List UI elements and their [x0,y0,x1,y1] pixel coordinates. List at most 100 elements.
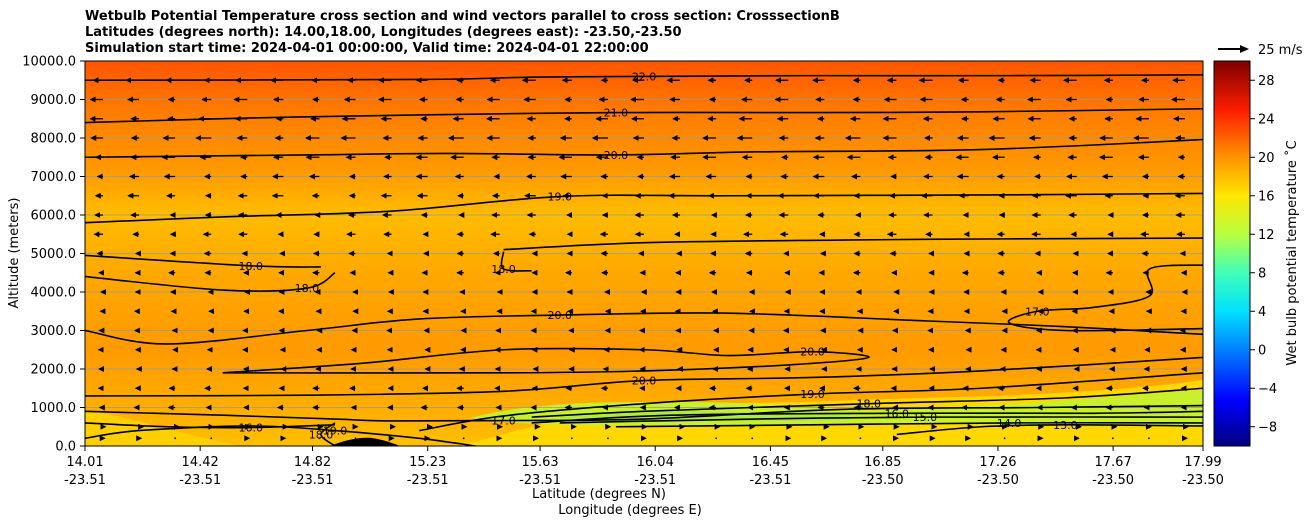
colorbar-tick-label: −4 [1258,382,1277,397]
contour-label: 18.0 [856,398,881,411]
quiver-key-label: 25 m/s [1258,43,1303,58]
contour-line [85,138,1203,159]
x-tick-label-lon: -23.51 [519,473,561,488]
y-tick-label: 0.0 [55,440,76,455]
terrain [330,437,400,446]
x-axis-label: Latitude (degrees N) [532,487,666,502]
wind-vector [174,437,177,440]
colorbar-tick-label: 0 [1258,343,1266,358]
contour-label: 13.0 [1053,419,1078,432]
quiver-key: 25 m/s [1218,43,1303,58]
chart-title: Wetbulb Potential Temperature cross sect… [85,9,840,57]
x-tick-label-lat: 16.04 [637,455,674,470]
x-tick-label-lat: 17.67 [1095,455,1132,470]
colorbar-tick-label: 24 [1258,112,1275,127]
y-tick-label: 9000.0 [31,93,77,108]
contour-line [531,410,1203,424]
contour-line [85,254,321,268]
x-tick-label-lon: -23.50 [1092,473,1134,488]
contour-label: 18.0 [309,428,334,441]
contour-label: 20.0 [604,149,629,162]
colorbar: −8 −4 0 4 8 12 16 20 24 28 Wet bulb potential tem… [1213,60,1300,447]
wind-vector [354,437,357,440]
colorbar-tick-label: 12 [1258,228,1275,243]
contour-label: 14.0 [997,417,1022,430]
x-tick-label-lon: -23.51 [179,473,221,488]
wind-vector [751,437,754,440]
x-axis-label-longitude: Longitude (degrees E) [558,503,702,518]
wind-vectors [89,77,1190,442]
y-tick-label: 1000.0 [31,401,77,416]
contour-label: 20.0 [632,375,657,388]
y-tick-label: 3000.0 [31,324,77,339]
contour-label: 20.0 [800,346,825,359]
wind-vector [859,437,862,440]
contour-line [85,272,336,292]
contour-line [85,107,1203,124]
wind-vector [318,437,321,440]
title-line-1: Wetbulb Potential Temperature cross sect… [85,9,840,24]
contour-label: 19.0 [323,425,348,438]
y-tick-label: 7000.0 [31,170,77,185]
colorbar-label: Wet bulb potential temperature ˚C [1284,140,1300,365]
x-axis: 14.01 -23.51 14.42 -23.51 14.82 -23.51 15.23 -2… [64,446,1224,488]
x-tick-label-lat: 17.26 [979,455,1016,470]
x-tick-label-lon: -23.51 [634,473,676,488]
x-tick-label-lon: -23.50 [1182,473,1224,488]
contour-label: 17.0 [491,415,516,428]
colorbar-ticks: −8 −4 0 4 8 12 16 20 24 28 [1250,74,1277,435]
x-tick-label-lon: -23.50 [862,473,904,488]
y-tick-label: 5000.0 [31,247,77,262]
contour-line [531,387,1203,418]
contour-line [559,416,1203,424]
wind-vector [1148,437,1150,440]
contour-label: 19.0 [547,191,572,204]
contour-line [85,356,1203,397]
contour-line [85,192,1203,224]
contour-label: 15.0 [913,411,938,424]
x-tick-label-lat: 16.85 [864,455,901,470]
colorbar-bar [1213,60,1251,447]
contour-label: 20.0 [547,309,572,322]
x-tick-label-lat: 15.63 [521,455,558,470]
contour-label: 18.0 [238,260,263,273]
contour-line [615,421,1203,428]
wind-vector [607,437,609,440]
contour-line [85,312,1203,345]
x-tick-label-lat: 16.45 [752,455,789,470]
x-tick-label-lat: 17.99 [1184,455,1221,470]
y-axis-label: Altitude (meters) [7,198,22,309]
x-tick-label-lat: 15.23 [409,455,446,470]
y-axis: 0.0 1000.0 2000.0 3000.0 4000.0 5000.0 6000.0 7… [22,55,85,455]
colorbar-tick-label: −8 [1258,420,1277,435]
y-tick-label: 10000.0 [22,55,76,70]
contour-label: 17.0 [1025,305,1050,318]
wind-vector [462,437,465,440]
contour-line [419,372,1203,432]
colorbar-tick-label: 28 [1258,74,1275,89]
contour-label: 18.0 [491,263,516,276]
wind-vector [570,437,573,440]
contour-label: 16.0 [885,407,910,420]
contour-label: 22.0 [632,70,657,83]
contour-line [85,422,336,429]
x-tick-label-lon: -23.51 [749,473,791,488]
y-tick-label: 6000.0 [31,209,77,224]
wind-vector [1003,437,1006,440]
x-tick-label-lat: 14.42 [182,455,219,470]
colorbar-tick-label: 8 [1258,266,1266,281]
x-tick-label-lon: -23.50 [977,473,1019,488]
x-tick-label-lat: 14.82 [294,455,331,470]
contour-label: 19.0 [800,388,825,401]
colorbar-tick-label: 4 [1258,305,1266,320]
y-tick-label: 4000.0 [31,286,77,301]
x-tick-label-lat: 14.01 [66,455,103,470]
contour-lines [85,74,1203,446]
colorbar-tick-label: 16 [1258,189,1275,204]
wind-vector [715,437,718,440]
title-line-2: Latitudes (degrees north): 14.00,18.00, … [85,25,682,40]
contour-line [503,237,1203,251]
x-tick-label-lon: -23.51 [292,473,334,488]
contour-line [500,251,532,272]
